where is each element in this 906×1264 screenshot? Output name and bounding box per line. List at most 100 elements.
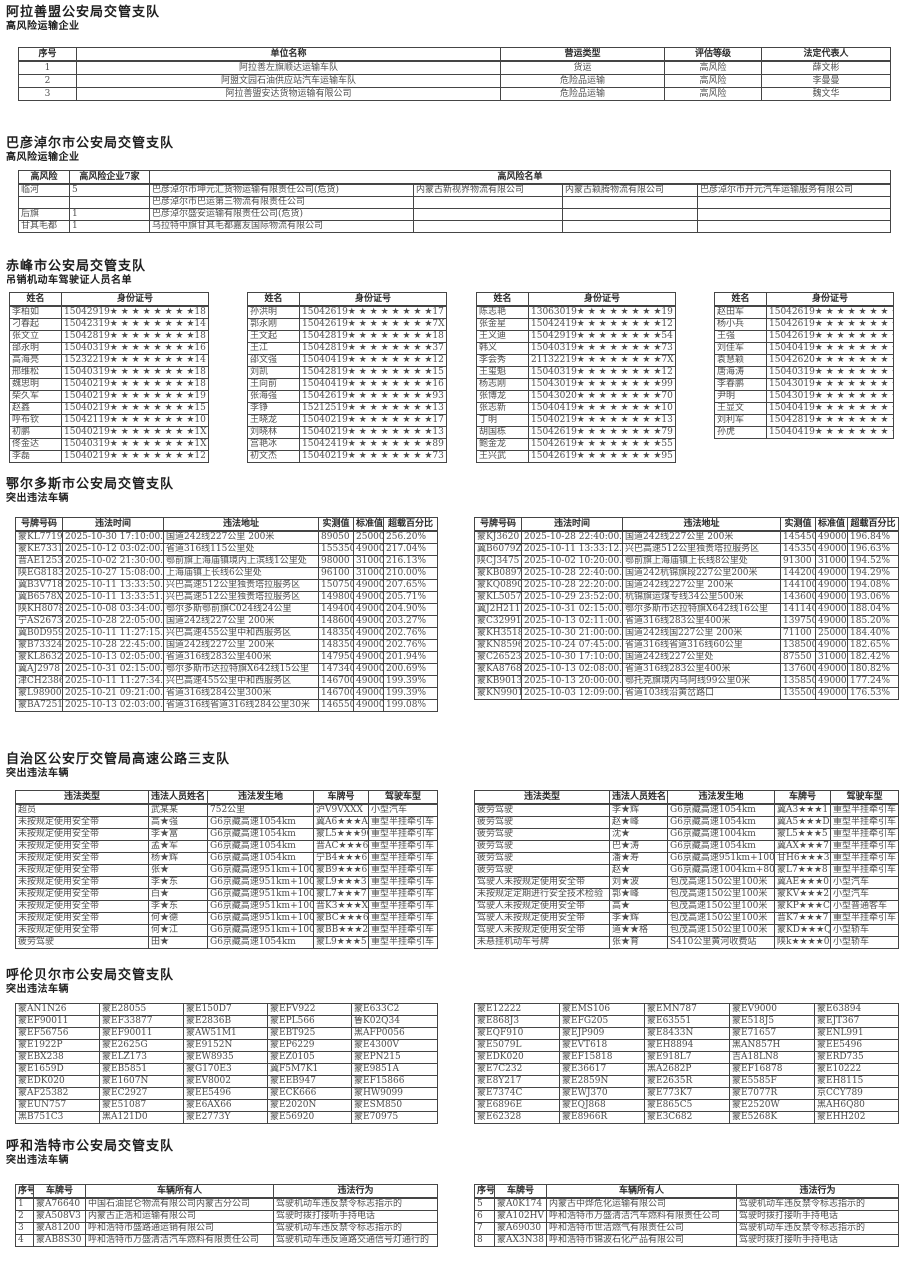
table-cell: 刁春起: [9, 318, 62, 331]
column-header: 违法行为: [273, 1184, 438, 1199]
table-cell: 蒙KL7719: [15, 530, 63, 544]
table-cell: 武某某: [148, 803, 208, 817]
table-cell: 未按规定使用安全带: [15, 924, 149, 937]
table-cell: 宁AS2673: [15, 615, 63, 628]
section-subtitle: 突出违法车辆: [6, 493, 69, 504]
table-cell: 蒙G170E3: [183, 1063, 268, 1076]
table-row: 2 阿盟文园石油供应站汽车运输车队 危险品运输 高风险 李曼曼: [18, 74, 891, 88]
table-cell: 194.29%: [847, 567, 899, 580]
table-cell: 蒙E3C682: [644, 1111, 730, 1124]
table-cell: 蒙L9★★★5: [313, 936, 369, 949]
column-header: 驾驶车型: [368, 790, 438, 805]
table-cell: G6京藏高速1054km: [667, 840, 775, 853]
table-cell: 呼和浩特市万盛清洁汽车燃料有限责任公司: [546, 1210, 737, 1223]
column-header: 姓名: [9, 292, 62, 307]
section-title: 鄂尔多斯市公安局交管支队: [6, 477, 175, 492]
table-cell: 唐海涛: [714, 366, 767, 379]
table-row: 蒙KE7331 2025-10-12 03:02:00.0 省道316线115公里处…: [15, 543, 438, 556]
table-cell: 15042619★ ★ ★ ★ ★ ★ ★ ★12: [766, 305, 894, 319]
table-cell: 王显文: [714, 402, 767, 415]
table-cell: 沈★: [609, 828, 668, 841]
table-row: 陕KH8078 2025-10-08 03:34:00.0 鄂尔多斯鄂前旗C024线…: [15, 603, 438, 616]
table-cell: 蒙KH3518: [474, 627, 522, 640]
table-cell: 2025-10-31 02:15:00.0: [521, 603, 623, 616]
table-cell: 49000: [353, 591, 384, 604]
table-cell: 2025-10-28 22:40:00.0: [521, 530, 623, 544]
table-cell: 白★: [148, 888, 208, 901]
table-cell: 陕KH8078: [15, 603, 63, 616]
table-cell: 刘利军: [714, 414, 767, 427]
table-cell: 2025-10-02 21:30:00.0: [62, 555, 164, 568]
table-cell: 蒙E868J3: [474, 1015, 560, 1028]
table-cell: 135500: [780, 687, 816, 700]
table-cell: 蒙E8Y217: [474, 1075, 560, 1088]
table-cell: 31000: [815, 555, 848, 568]
table-cell: 蒙EH8115: [814, 1075, 899, 1088]
table-cell: 49000: [815, 530, 848, 544]
table-row: 蒙C26523 2025-10-30 17:10:00.0 国道242线227公里处…: [474, 651, 899, 664]
column-header: 姓名: [714, 292, 767, 307]
table-cell: 2025-10-12 03:02:00.0: [62, 543, 164, 556]
column-header: 违法行为: [736, 1184, 899, 1199]
table-cell: 高海亮: [9, 354, 62, 367]
column-header: 评估等级: [664, 47, 762, 62]
table-cell: 蒙AN1N26: [15, 1003, 100, 1016]
section-title: 赤峰市公安局交管支队: [6, 259, 147, 274]
table-cell: 蒙A102HV: [494, 1210, 547, 1223]
table-row: 未按规定使用安全带 何★德 G6京藏高速951km+100m 蒙BC★★★6 重型半挂牵…: [15, 912, 438, 925]
table-cell: 15042819★ ★ ★ ★ ★ ★ ★ ★35: [766, 414, 894, 427]
table-cell: 蒙KQ0890: [474, 579, 522, 592]
table-row: 蒙EQF910 蒙EJP909 蒙E8433N 蒙E71657 蒙ENL991: [474, 1027, 899, 1040]
table-row: 胡国栋 15042619★ ★ ★ ★ ★ ★ ★ ★79: [476, 426, 676, 439]
table-cell: 15042620★ ★ ★ ★ ★ ★ ★ ★28: [766, 354, 894, 367]
table-row: 蒙KH3518 2025-10-30 21:00:00.0 国道242线国227公里…: [474, 627, 899, 640]
table-row: 蒙E5079L 蒙EVT618 蒙EH8894 黑AN857H 蒙EE5496: [474, 1039, 899, 1052]
table-row: 张金星 15042419★ ★ ★ ★ ★ ★ ★ ★12: [476, 318, 676, 331]
table-cell: 刘★波: [609, 876, 668, 889]
table-row: 蒙E1659D 蒙EB5851 蒙G170E3 冀F5M7K1 蒙E9851A: [15, 1063, 438, 1076]
table-cell: 蒙EEB947: [267, 1075, 352, 1088]
table-row: 陈志艳 13063019★ ★ ★ ★ ★ ★ ★ ★19: [476, 305, 676, 319]
table-cell: 蒙E1922P: [15, 1039, 100, 1052]
table-cell: 87550: [780, 651, 816, 664]
table-cell: 重型半挂牵引车: [368, 888, 438, 901]
table-cell: 蒙EMN787: [644, 1003, 730, 1016]
table-row: 未按规定使用安全带 李★富 G6京藏高速1054km 蒙L5★★★90 重型半挂牵引车: [15, 828, 438, 841]
table-cell: 49000: [353, 675, 384, 688]
table-cell: 141140: [780, 603, 816, 616]
table-row: 杨志刚 15043019★ ★ ★ ★ ★ ★ ★ ★99: [476, 378, 676, 391]
table-cell: [562, 220, 698, 233]
table-row: 王玺魁 15040319★ ★ ★ ★ ★ ★ ★ ★12: [476, 366, 676, 379]
table-cell: 蒙BB★★★2: [313, 924, 369, 937]
table-row: 邵文强 15040419★ ★ ★ ★ ★ ★ ★ ★12: [247, 354, 447, 367]
section-subtitle: 突出违法车辆: [6, 984, 69, 995]
table-cell: 15040219★ ★ ★ ★ ★ ★ ★ ★18: [61, 378, 209, 391]
table-cell: 李柏如: [9, 305, 62, 319]
table-cell: 13063019★ ★ ★ ★ ★ ★ ★ ★19: [528, 305, 676, 319]
table-cell: 后旗: [18, 208, 70, 221]
table-cell: 148350: [318, 627, 354, 640]
table-cell: 宫艳冰: [247, 438, 300, 451]
table-row: 王义迪 15042919★ ★ ★ ★ ★ ★ ★ ★54: [476, 330, 676, 343]
table-cell: 重型半挂牵引车: [368, 840, 438, 853]
table-cell: 小型汽车: [830, 888, 899, 901]
table-cell: 冀B0D959: [15, 627, 63, 640]
table-cell: 2025-10-13 02:05:00.0: [62, 651, 164, 664]
table-cell: 蒙EVT618: [559, 1039, 645, 1052]
table-cell: G6京藏高速951km+100m: [207, 888, 314, 901]
table-cell: 道★★格: [609, 924, 668, 937]
table-cell: 蒙B73324: [15, 639, 63, 652]
table-cell: 49000: [815, 567, 848, 580]
table-cell: 15042619★ ★ ★ ★ ★ ★ ★ ★95: [528, 450, 676, 463]
table-cell: 兴巴高速455公里中和西服务区: [163, 627, 319, 640]
table-cell: 鄂尔多斯鄂前旗C024线24公里: [163, 603, 319, 616]
table-cell: 邵文强: [247, 354, 300, 367]
table-cell: 188.04%: [847, 603, 899, 616]
table-cell: 赵★: [609, 864, 668, 877]
table-cell: 201.94%: [383, 651, 438, 664]
table-cell: 杭锦旗运煤专线34公里500米: [622, 591, 781, 604]
revoked-license-table-3: 姓名 身份证号 陈志艳 13063019★ ★ ★ ★ ★ ★ ★ ★19 张金星 150…: [476, 292, 676, 463]
table-row: 疲劳驾驶 李★辉 G6京藏高速1054km 冀A3★★★1 重型半挂牵引车: [474, 803, 899, 817]
table-cell: 蒙A81200: [33, 1222, 86, 1235]
table-cell: 王向前: [247, 378, 300, 391]
